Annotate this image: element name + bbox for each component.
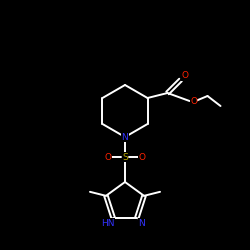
Text: HN: HN bbox=[102, 219, 115, 228]
Text: S: S bbox=[122, 152, 128, 162]
Text: O: O bbox=[138, 152, 145, 162]
Text: O: O bbox=[181, 72, 188, 80]
Text: N: N bbox=[138, 219, 145, 228]
Text: N: N bbox=[122, 132, 128, 141]
Text: O: O bbox=[104, 152, 112, 162]
Text: O: O bbox=[190, 96, 197, 106]
